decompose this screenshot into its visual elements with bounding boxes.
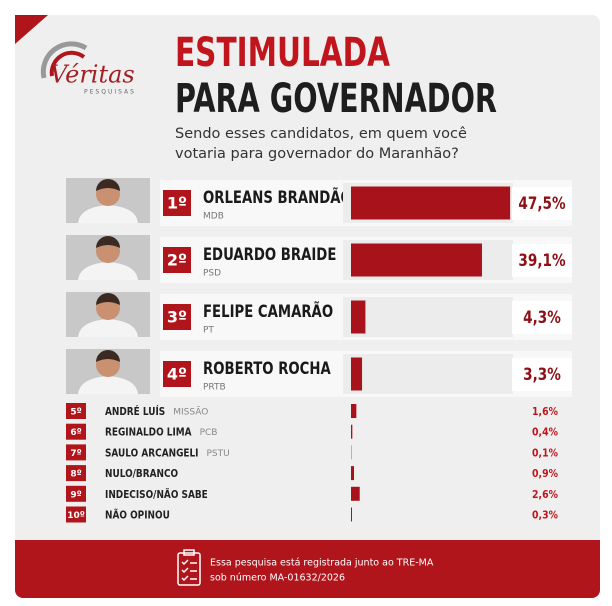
- candidate-name: NULO/BRANCO: [105, 468, 178, 480]
- bar: [351, 507, 353, 522]
- title: ESTIMULADA: [175, 30, 390, 76]
- value-box: [512, 244, 572, 277]
- candidate-name: ORLEANS BRANDÃO: [203, 185, 352, 208]
- candidate-name: EDUARDO BRAIDE: [203, 245, 336, 265]
- rank: 10º: [67, 511, 85, 521]
- rank-badge: [66, 444, 86, 461]
- party: PCB: [200, 428, 218, 438]
- rank: 7º: [70, 449, 81, 459]
- value-label: 0,9%: [532, 467, 558, 480]
- bar-track: [343, 354, 513, 394]
- rank: 3º: [167, 308, 187, 327]
- rank-badge: [66, 506, 86, 523]
- rank-badge: [66, 465, 86, 482]
- value-label: 0,3%: [532, 509, 558, 522]
- logo-arc: [49, 50, 86, 77]
- bar-track: [343, 297, 513, 337]
- rank-badge: [163, 361, 191, 387]
- title: PARA GOVERNADOR: [175, 76, 497, 122]
- photo-shirt: [78, 262, 138, 280]
- value-box: [512, 358, 572, 391]
- value-box: [512, 301, 572, 334]
- rank: 4º: [167, 365, 187, 384]
- candidate-name: NÃO OPINOU: [105, 509, 170, 522]
- value-label: 47,5%: [518, 194, 565, 214]
- bar: [351, 486, 360, 501]
- rank-badge: [163, 247, 191, 273]
- party: MISSÃO: [173, 407, 208, 418]
- value-label: 0,1%: [532, 446, 558, 459]
- value-label: 1,6%: [532, 405, 558, 418]
- value-label: 39,1%: [518, 251, 565, 271]
- value-label: 4,3%: [523, 308, 561, 328]
- rank: 5º: [70, 408, 81, 418]
- bar: [351, 186, 511, 220]
- footer-text: sob número MA-01632/2026: [210, 573, 345, 584]
- bar: [351, 466, 355, 481]
- corner: [15, 15, 48, 44]
- value-label: 3,3%: [523, 365, 561, 385]
- logo: Véritas PESQUISAS: [40, 41, 136, 96]
- rank-badge: [163, 190, 191, 216]
- rank-badge: [163, 304, 191, 330]
- value-label: 2,6%: [532, 488, 558, 501]
- photo-shirt: [78, 376, 138, 394]
- logo-arc: [40, 41, 88, 79]
- party: PSTU: [207, 449, 230, 459]
- logo-tagline: PESQUISAS: [84, 89, 136, 96]
- clipboard-icon: [177, 549, 201, 586]
- value-label: 0,4%: [532, 426, 558, 439]
- bar: [351, 404, 357, 418]
- candidate-name: FELIPE CAMARÃO: [203, 299, 333, 322]
- photo-hair: [96, 236, 120, 248]
- photo-hair: [96, 293, 120, 305]
- rank-badge: [66, 423, 86, 440]
- rank-badge: [66, 485, 86, 502]
- photo-hair: [96, 179, 120, 191]
- candidate-name: REGINALDO LIMA: [105, 427, 192, 439]
- candidate-name: ROBERTO ROCHA: [203, 359, 331, 379]
- footer-band: [15, 540, 600, 598]
- rank: 9º: [70, 490, 81, 500]
- footer-text: Essa pesquisa está registrada junto ao T…: [210, 558, 434, 569]
- value-box: [512, 187, 572, 220]
- photo-shirt: [78, 319, 138, 337]
- photo-hair: [96, 350, 120, 362]
- subtitle: votaria para governador do Maranhão?: [175, 146, 459, 162]
- bar: [351, 357, 363, 391]
- bar: [351, 300, 366, 334]
- bar: [351, 424, 353, 439]
- rank-badge: [66, 403, 86, 419]
- rank: 6º: [70, 428, 81, 438]
- logo-name: Véritas: [50, 61, 135, 89]
- rank: 2º: [167, 251, 187, 270]
- candidate-name: ANDRÉ LUÍS: [105, 405, 165, 418]
- photo-shirt: [78, 205, 138, 223]
- subtitle: Sendo esses candidatos, em quem você: [175, 126, 467, 142]
- party: PT: [203, 326, 214, 336]
- candidate-name: INDECISO/NÃO SABE: [105, 488, 208, 501]
- party: PSD: [203, 269, 221, 279]
- bar: [351, 243, 482, 277]
- party: MDB: [203, 212, 224, 222]
- rank: 8º: [70, 470, 81, 480]
- candidate-name: SAULO ARCANGELI: [105, 447, 199, 459]
- rank: 1º: [167, 194, 187, 213]
- party: PRTB: [203, 383, 226, 393]
